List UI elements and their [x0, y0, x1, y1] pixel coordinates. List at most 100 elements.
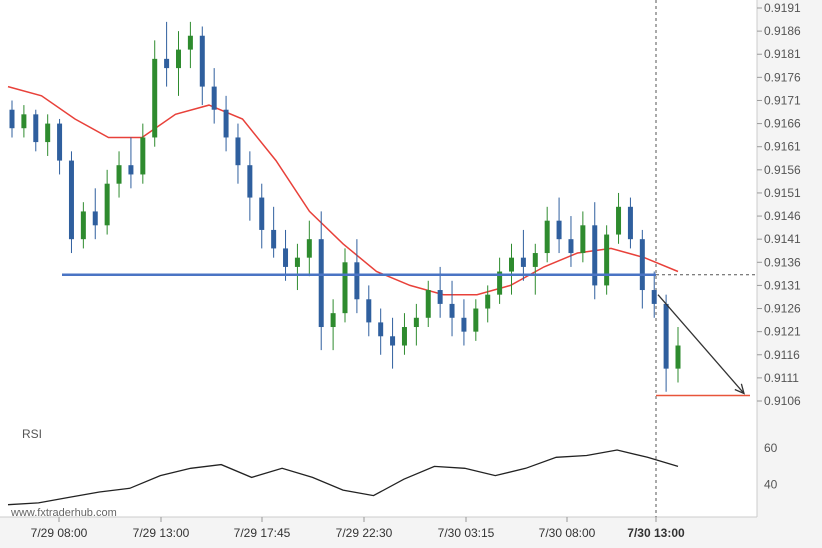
- candle-body: [128, 165, 134, 175]
- candle-body: [675, 345, 681, 369]
- y-tick-label: 0.9161: [764, 140, 801, 154]
- candle-body: [509, 257, 514, 272]
- x-axis-background: [0, 517, 822, 548]
- candle-body: [199, 35, 205, 87]
- candle-body: [401, 327, 407, 346]
- candle-body: [235, 137, 241, 166]
- candle-body: [485, 294, 491, 309]
- candle-body: [318, 239, 324, 328]
- candle-body: [592, 225, 598, 286]
- watermark: www.fxtraderhub.com: [10, 507, 117, 519]
- y-axis: 0.9191 0.9186 0.9181 0.9176 0.9171 0.9166 0.91…: [757, 1, 801, 408]
- rsi-tick-label: 40: [764, 478, 778, 492]
- candle-body: [176, 49, 181, 69]
- candle-body: [271, 229, 277, 249]
- candle-body: [223, 109, 229, 138]
- candle-body: [544, 220, 550, 254]
- rsi-label: RSI: [22, 427, 42, 441]
- x-axis: 7/29 08:00 7/29 13:00 7/29 17:45 7/29 22:30…: [31, 526, 685, 540]
- candle-body: [92, 211, 98, 226]
- candle-body: [616, 206, 622, 235]
- candle-body: [366, 299, 372, 323]
- y-tick-label: 0.9121: [764, 325, 801, 339]
- candle-body: [556, 220, 562, 240]
- forecast-arrow-line: [657, 294, 745, 394]
- candle-body: [187, 35, 193, 50]
- candle-body: [580, 225, 586, 254]
- candle-body: [9, 109, 15, 129]
- candle-body: [604, 234, 610, 286]
- x-tick-label: 7/29 17:45: [234, 526, 291, 540]
- candle-body: [33, 114, 39, 143]
- y-tick-label: 0.9106: [764, 394, 801, 408]
- x-tick-label: 7/30 08:00: [539, 526, 596, 540]
- candle-body: [639, 239, 645, 291]
- candle-body: [294, 257, 300, 267]
- y-tick-label: 0.9116: [764, 348, 800, 362]
- levels: [62, 273, 757, 397]
- x-tick-label: 7/29 08:00: [31, 526, 88, 540]
- y-tick-label: 0.9186: [764, 24, 801, 38]
- x-tick-label: 7/29 13:00: [133, 526, 190, 540]
- candle-body: [104, 183, 110, 226]
- candle-body: [473, 308, 479, 332]
- candle-body: [627, 206, 633, 240]
- y-tick-label: 0.9151: [764, 186, 801, 200]
- candle-body: [330, 313, 336, 328]
- x-tick-label: 7/30 13:00: [627, 526, 685, 540]
- x-tick-label: 7/30 03:15: [438, 526, 495, 540]
- candle-body: [259, 197, 265, 230]
- y-tick-label: 0.9191: [764, 1, 801, 15]
- candle-body: [116, 165, 122, 184]
- candle-body: [57, 123, 63, 161]
- candle-body: [80, 211, 86, 240]
- candles: [9, 21, 681, 392]
- y-tick-label: 0.9131: [764, 278, 801, 292]
- candle-body: [164, 58, 170, 69]
- candle-body: [342, 262, 348, 314]
- rsi-panel: 60 40: [7, 441, 778, 506]
- candle-body: [140, 137, 146, 175]
- y-tick-label: 0.9181: [764, 47, 801, 61]
- candle-body: [651, 290, 657, 304]
- candle-body: [568, 239, 574, 254]
- candle-body: [152, 58, 158, 138]
- candle-body: [68, 160, 74, 240]
- y-tick-label: 0.9111: [764, 371, 799, 385]
- moving-average: [7, 85, 679, 296]
- y-tick-label: 0.9171: [764, 93, 801, 107]
- candle-body: [449, 303, 455, 318]
- y-tick-label: 0.9126: [764, 302, 801, 316]
- moving-average-line: [7, 85, 679, 296]
- candle-body: [306, 239, 312, 258]
- candle-body: [45, 123, 51, 143]
- y-tick-label: 0.9156: [764, 163, 801, 177]
- rsi-line: [7, 449, 679, 506]
- y-tick-label: 0.9176: [764, 70, 801, 84]
- candle-body: [461, 317, 467, 332]
- candle-body: [437, 290, 443, 304]
- y-axis-background: [757, 0, 822, 548]
- candle-body: [378, 322, 384, 337]
- candle-body: [497, 271, 503, 295]
- candle-body: [413, 317, 419, 328]
- candle-body: [390, 336, 396, 346]
- candle-body: [532, 253, 538, 267]
- candle-body: [21, 114, 27, 129]
- candle-body: [247, 165, 253, 198]
- y-tick-label: 0.9136: [764, 255, 801, 269]
- candle-body: [425, 290, 431, 318]
- candle-body: [354, 262, 360, 300]
- x-tick-label: 7/29 22:30: [336, 526, 393, 540]
- candle-body: [211, 86, 217, 110]
- y-tick-label: 0.9146: [764, 209, 801, 223]
- y-tick-label: 0.9141: [764, 232, 801, 246]
- rsi-tick-label: 60: [764, 441, 778, 455]
- candle-body: [663, 303, 669, 369]
- forecast-arrow-head: [734, 383, 745, 395]
- y-tick-label: 0.9166: [764, 117, 801, 131]
- candle-body: [520, 257, 526, 267]
